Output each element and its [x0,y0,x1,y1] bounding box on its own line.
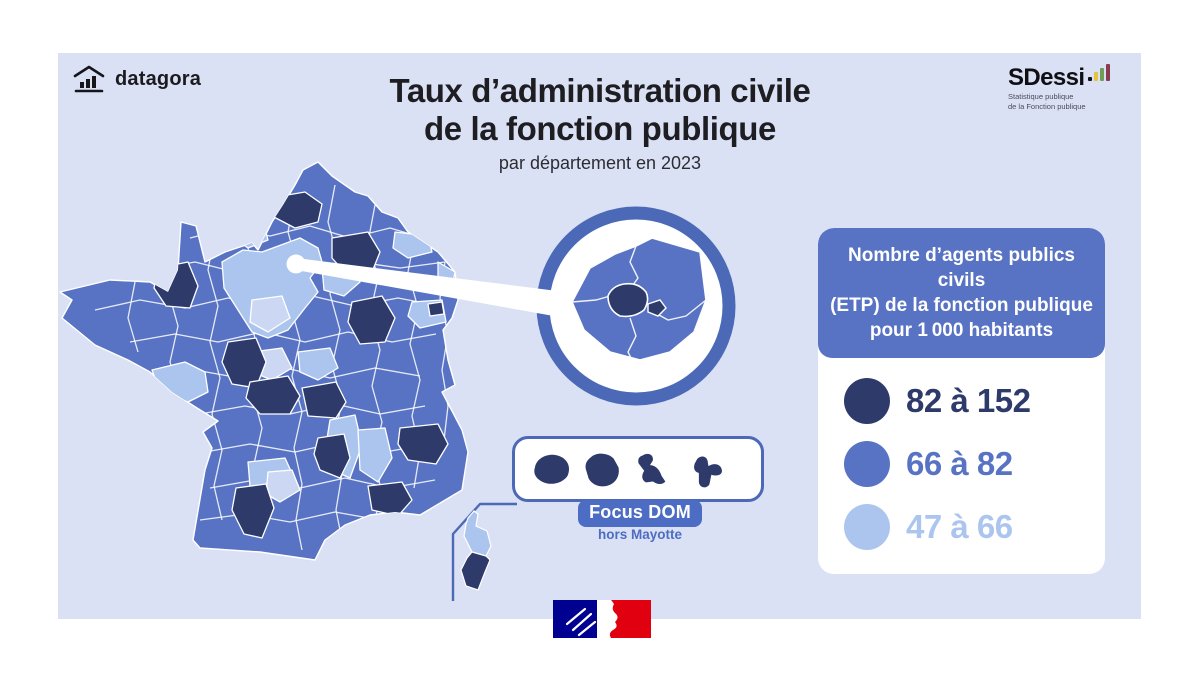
page-title: Taux d’administration civile de la fonct… [389,72,811,147]
marianne-wind-lines [565,607,597,637]
sdessi-tagline: Statistique publique de la Fonction publ… [1008,92,1086,111]
corse-du-sud-shape [460,551,491,591]
legend-item: 66 à 82 [844,441,1095,488]
legend-item: 82 à 152 [844,378,1095,425]
paris-dark-shape [607,282,649,318]
legend-item: 47 à 66 [844,504,1095,551]
legend-swatch-dark [844,378,890,425]
flag-blue-block [553,600,597,638]
guyane-shape [585,453,619,487]
reunion-shape [533,454,569,484]
val-de-marne-dark-shape [647,299,667,317]
building-bars-icon [73,65,105,93]
legend-range-label: 82 à 152 [906,382,1031,420]
marianne-profile [607,600,618,638]
haute-corse-shape [463,510,492,557]
idf-magnifier [286,206,736,406]
dark-class-departments [153,191,449,539]
datagora-logo: datagora [72,64,201,94]
legend-range-label: 47 à 66 [906,508,1013,546]
focus-dom-label: Focus DOM [578,500,702,527]
legend-range-label: 66 à 82 [906,445,1013,483]
brand-name: datagora [115,67,202,90]
sdessi-name: SDessi [1008,64,1085,91]
legend-swatch-light [844,504,890,551]
corsica-inset [451,502,517,601]
french-republic-logo [553,600,651,638]
idf-zoom-map [571,237,707,361]
dom-territories [533,453,722,488]
sdessi-logo: SDessi Statistique publique de la Foncti… [1008,64,1138,112]
legend: Nombre d’agents publics civils (ETP) de … [818,228,1105,575]
focus-dom-box [512,436,764,502]
legend-title: Nombre d’agents publics civils (ETP) de … [818,228,1105,359]
metropolitan-france [59,161,469,561]
page-subtitle: par département en 2023 [498,153,702,174]
focus-dom-sublabel: hors Mayotte [597,527,682,542]
guadeloupe-shape [693,456,722,488]
legend-swatch-medium [844,441,890,488]
martinique-shape [637,453,665,484]
inset-divider-line [451,502,517,601]
bar-chart-icon [1088,64,1111,90]
callout-wedge [296,258,565,318]
